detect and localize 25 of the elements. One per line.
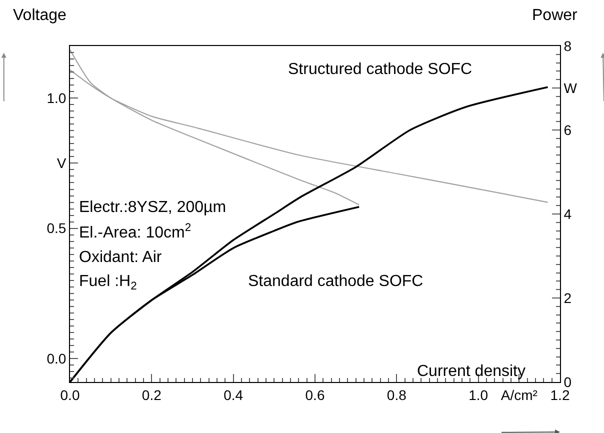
x-tick-label: 1.0 bbox=[468, 386, 488, 403]
y-tick-label: V bbox=[56, 155, 67, 172]
annotation: Oxidant: Air bbox=[79, 249, 162, 266]
annotation: Standard cathode SOFC bbox=[248, 273, 424, 290]
x-tick-label: A/cm² bbox=[500, 386, 538, 403]
x-tick-label: 0.8 bbox=[386, 386, 407, 403]
annotation: Electr.:8YSZ, 200µm bbox=[79, 199, 226, 216]
y2-tick-label: 2 bbox=[564, 290, 572, 306]
y2-tick-label: 4 bbox=[564, 206, 572, 222]
x-tick-label: 0.6 bbox=[305, 386, 325, 403]
y2-tick-label: 8 bbox=[564, 38, 572, 54]
y2-axis-title: Power bbox=[532, 7, 578, 24]
y2-tick-label: 6 bbox=[564, 122, 572, 138]
x-tick-label: 0.2 bbox=[142, 386, 162, 403]
y-tick-label: 0.0 bbox=[46, 350, 66, 366]
x-tick-label: 0.0 bbox=[60, 386, 80, 403]
x-axis-title: Current density bbox=[417, 363, 526, 380]
y-tick-label: 0.5 bbox=[46, 220, 66, 236]
x-tick-label: 0.4 bbox=[224, 386, 244, 403]
annotation: Structured cathode SOFC bbox=[288, 61, 472, 78]
annotation: El.-Area: 10cm$^{2}$ bbox=[79, 222, 192, 242]
y2-tick-label: W bbox=[564, 80, 578, 96]
y-axis-title: Voltage bbox=[13, 7, 66, 24]
y-tick-label: 1.0 bbox=[46, 90, 66, 106]
annotation: Fuel :H$_{2}$ bbox=[79, 273, 137, 292]
